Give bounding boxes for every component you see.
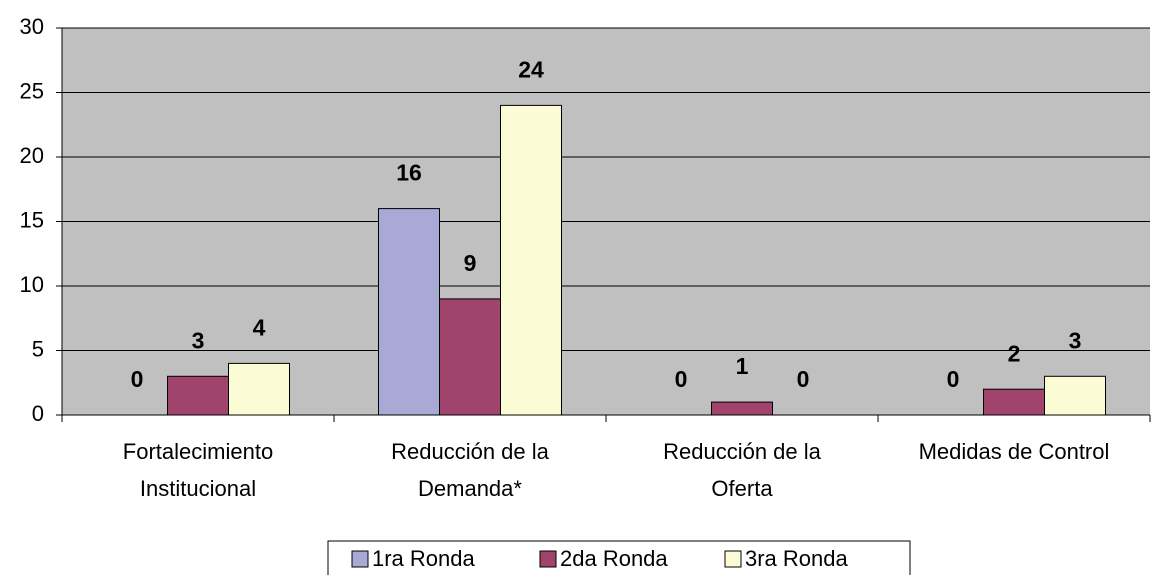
legend-swatch: [351, 550, 369, 568]
y-tick-label: 20: [20, 143, 44, 168]
value-label: 0: [675, 366, 688, 392]
legend-box: [327, 540, 911, 575]
legend-swatch: [539, 550, 557, 568]
y-tick-label: 30: [20, 14, 44, 39]
value-label: 0: [797, 366, 810, 392]
x-tick-label: Medidas de Control: [919, 439, 1110, 464]
y-tick-label: 15: [20, 207, 44, 232]
bar: [711, 401, 773, 416]
bar: [1044, 375, 1106, 416]
value-label: 4: [253, 314, 266, 340]
value-label: 16: [396, 160, 422, 186]
y-tick-label: 10: [20, 272, 44, 297]
value-label: 9: [464, 250, 477, 276]
bar: [439, 298, 501, 416]
value-label: 1: [736, 353, 749, 379]
legend-label: 1ra Ronda: [372, 546, 476, 571]
bar: [983, 388, 1045, 416]
bar: [228, 362, 290, 416]
bar: [167, 375, 229, 416]
legend-label: 3ra Ronda: [745, 546, 849, 571]
y-tick-label: 25: [20, 78, 44, 103]
value-label: 3: [1069, 327, 1082, 353]
value-label: 3: [192, 327, 205, 353]
value-label: 0: [947, 366, 960, 392]
x-tick-label: Reducción de la Demanda*: [391, 439, 550, 501]
value-label: 0: [131, 366, 144, 392]
bar: [378, 208, 440, 416]
x-tick-label: Reducción de la Oferta: [663, 439, 822, 501]
legend-label: 2da Ronda: [560, 546, 668, 571]
bar: [500, 104, 562, 416]
x-tick-label: Fortalecimiento Institucional: [123, 439, 273, 501]
y-tick-label: 0: [32, 401, 44, 426]
value-label: 2: [1008, 340, 1021, 366]
value-label: 24: [518, 56, 544, 82]
legend-swatch: [724, 550, 742, 568]
y-tick-label: 5: [32, 336, 44, 361]
